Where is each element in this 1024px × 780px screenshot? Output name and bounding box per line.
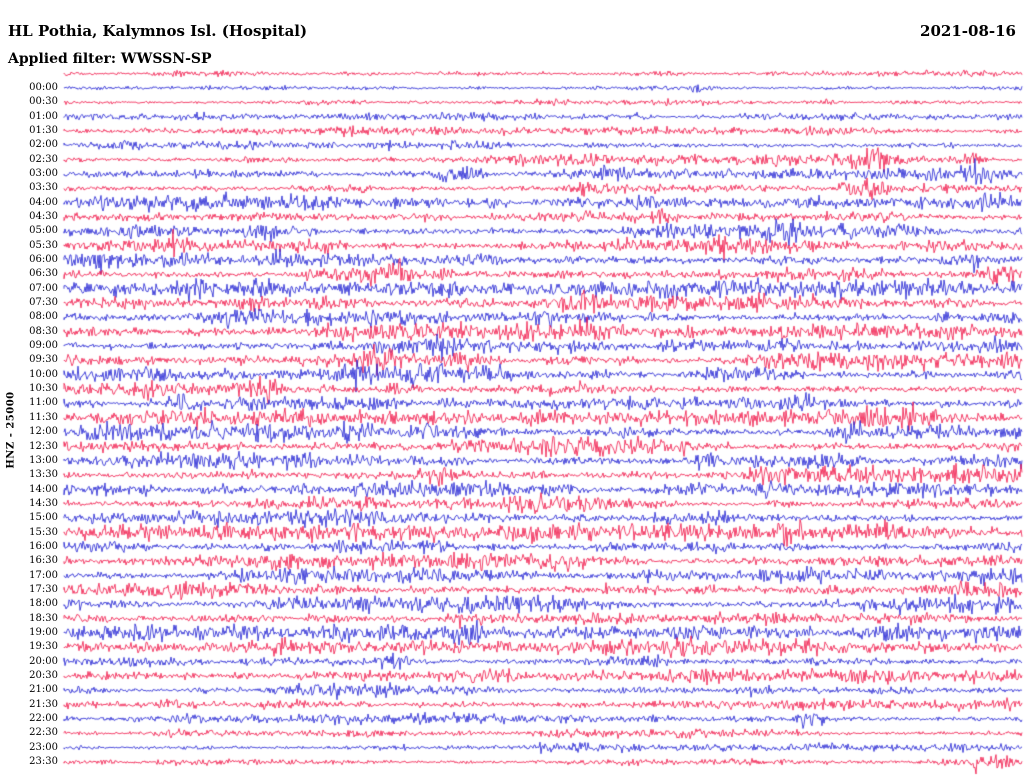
seismogram-traces	[0, 0, 1024, 780]
helicorder-page: HL Pothia, Kalymnos Isl. (Hospital) 2021…	[0, 0, 1024, 780]
